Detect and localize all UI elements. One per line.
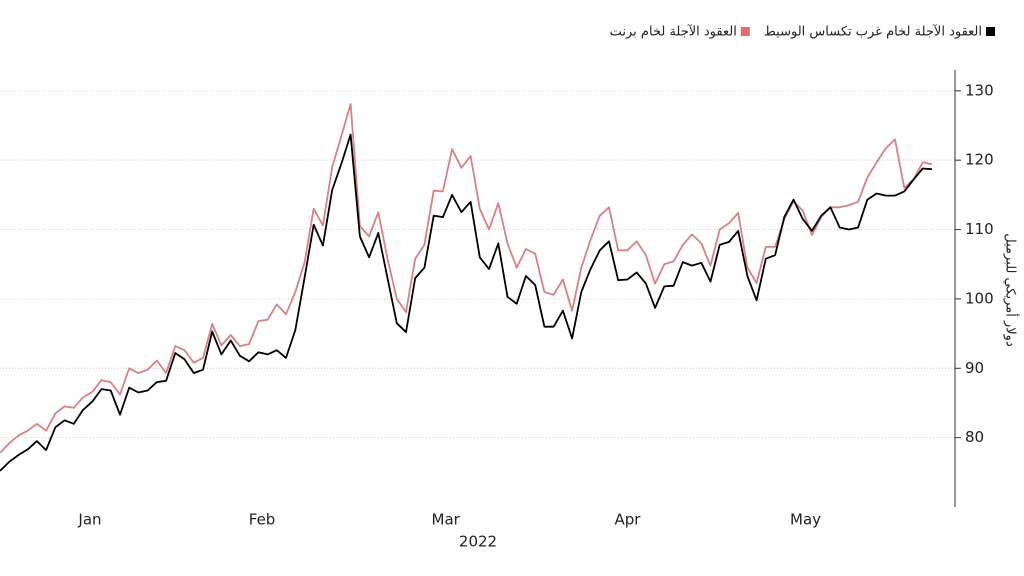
x-axis-label: 2022 — [459, 533, 497, 551]
line-series — [0, 103, 933, 454]
x-tick-label: Mar — [432, 511, 461, 529]
y-tick-label: 80 — [965, 428, 984, 446]
y-tick-label: 110 — [965, 220, 994, 238]
x-tick-label: Jan — [77, 511, 101, 529]
y-axis-label: دولار أمريكي للبرميل — [1003, 233, 1020, 347]
y-tick-label: 130 — [965, 81, 994, 99]
y-tick-label: 90 — [965, 359, 984, 377]
legend-label: العقود الآجلة لخام غرب تكساس الوسيط — [764, 24, 982, 40]
y-tick-label: 100 — [965, 289, 994, 307]
legend-label: العقود الآجلة لخام برنت — [610, 24, 737, 40]
x-tick-label: Feb — [249, 511, 276, 529]
x-tick-label: Apr — [614, 511, 641, 529]
legend-swatch — [986, 27, 995, 36]
legend-swatch — [740, 27, 750, 36]
line-series — [0, 133, 932, 472]
x-tick-label: May — [790, 511, 821, 529]
y-tick-label: 120 — [965, 151, 994, 169]
